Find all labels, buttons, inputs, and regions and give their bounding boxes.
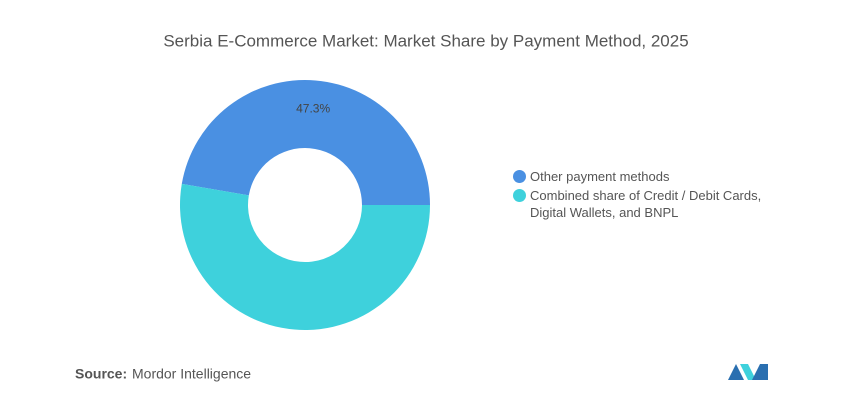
logo [728, 364, 768, 380]
source-label: Source: [75, 366, 127, 382]
legend: Other payment methods Combined share of C… [513, 168, 783, 223]
donut-slice [180, 183, 430, 330]
source: Mordor Intelligence [132, 366, 251, 382]
legend-label: Combined share of Credit / Debit Cards, … [530, 188, 762, 220]
legend-swatch [513, 189, 526, 202]
legend-item: Other payment methods [513, 168, 783, 185]
legend-swatch [513, 170, 526, 183]
donut-slice [181, 79, 430, 205]
data-label: 47.3% [296, 102, 330, 116]
chart-title: Serbia E-Commerce Market: Market Share b… [163, 31, 688, 50]
legend-label: Other payment methods [530, 169, 670, 184]
legend-item: Combined share of Credit / Debit Cards, … [513, 187, 783, 221]
